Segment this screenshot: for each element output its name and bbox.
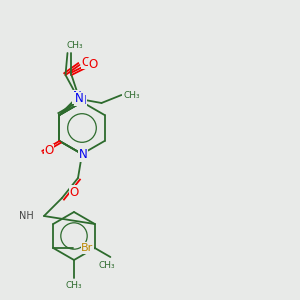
Text: O: O	[89, 58, 98, 71]
Text: N: N	[79, 148, 87, 161]
Text: N: N	[75, 92, 84, 106]
Text: CH₃: CH₃	[66, 40, 83, 50]
Text: Br: Br	[81, 243, 94, 253]
Text: N: N	[78, 94, 86, 107]
Text: N: N	[79, 148, 87, 161]
Text: N: N	[78, 94, 86, 107]
Text: O: O	[69, 185, 79, 199]
Text: CH₃: CH₃	[66, 281, 82, 290]
Text: NH: NH	[19, 211, 34, 221]
Text: N: N	[75, 92, 84, 106]
Text: CH₃: CH₃	[98, 260, 115, 269]
Text: O: O	[44, 145, 54, 158]
Text: CH₃: CH₃	[123, 91, 140, 100]
Text: O: O	[82, 56, 91, 68]
Text: NH: NH	[19, 211, 34, 221]
Text: N: N	[73, 91, 82, 103]
